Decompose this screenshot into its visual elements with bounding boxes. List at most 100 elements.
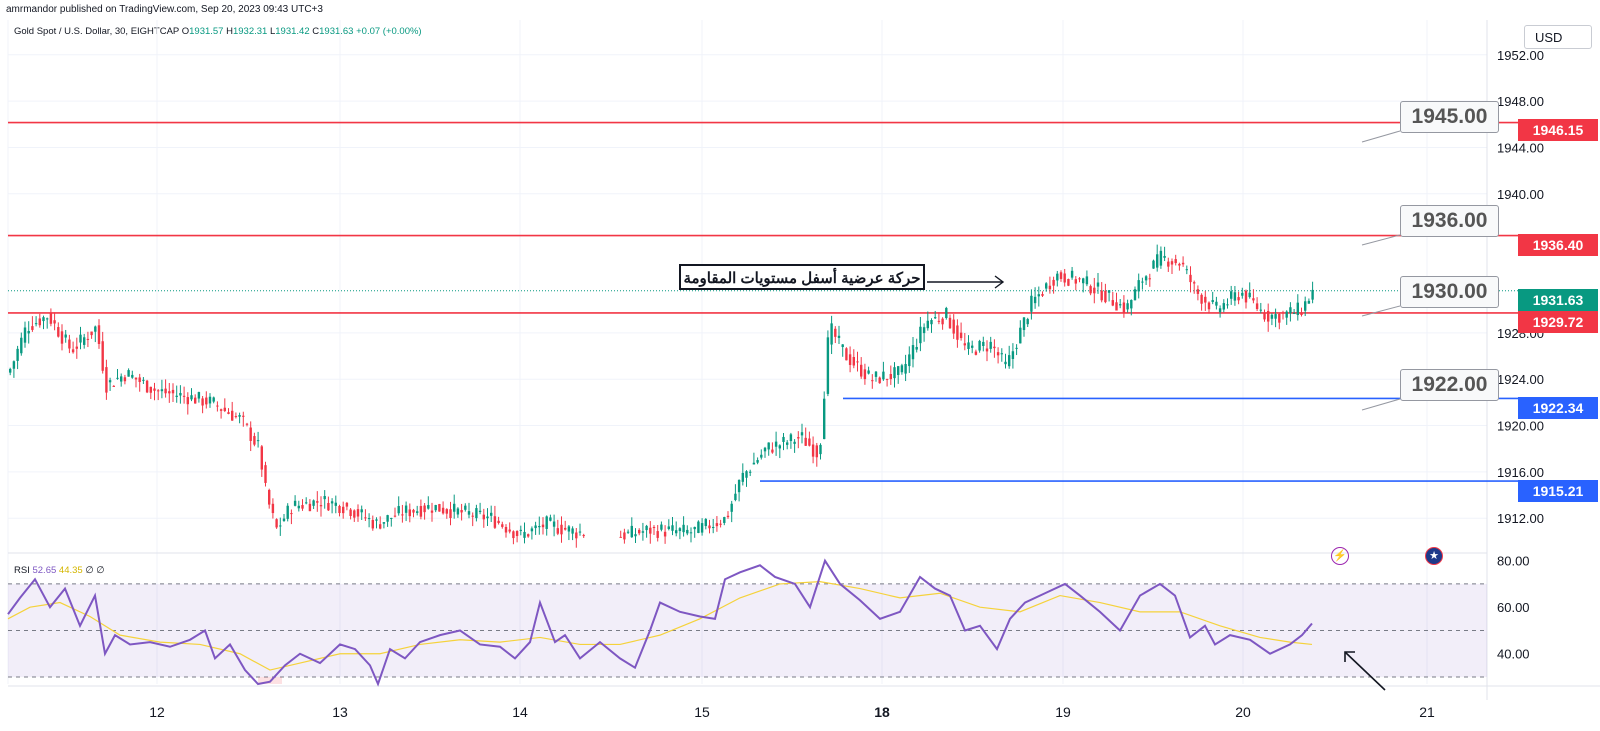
close-label: C bbox=[312, 26, 320, 37]
candle-body bbox=[286, 505, 289, 519]
open-value: 1931.57 bbox=[189, 26, 224, 37]
candle-body bbox=[667, 526, 670, 529]
candle-body bbox=[800, 432, 804, 436]
candle-body bbox=[1133, 289, 1137, 301]
x-tick-label: 18 bbox=[874, 704, 890, 720]
price-note[interactable]: 1922.00 bbox=[1400, 369, 1499, 401]
candle-body bbox=[168, 391, 171, 394]
rsi-tick-label: 80.00 bbox=[1497, 554, 1530, 569]
candle-body bbox=[549, 517, 552, 521]
candle-body bbox=[164, 388, 167, 394]
candle-body bbox=[501, 524, 504, 527]
rsi-arrow bbox=[1344, 651, 1386, 691]
candle-body bbox=[1196, 289, 1200, 294]
candle-body bbox=[190, 395, 193, 400]
candle-body bbox=[793, 441, 796, 444]
candle-body bbox=[256, 440, 260, 442]
candle-body bbox=[53, 320, 56, 324]
candle-body bbox=[919, 326, 922, 344]
candle-body bbox=[897, 366, 900, 375]
candle-body bbox=[1104, 290, 1107, 303]
candle-body bbox=[478, 510, 482, 513]
rsi-tick-label: 60.00 bbox=[1497, 600, 1530, 615]
candle-body bbox=[393, 515, 397, 517]
candle-body bbox=[948, 317, 952, 329]
candle-body bbox=[293, 500, 297, 506]
annotation-label[interactable]: حركة عرضية أسفل مستويات المقاومة bbox=[679, 264, 925, 290]
candle-body bbox=[360, 509, 363, 513]
candle-body bbox=[626, 531, 630, 533]
candle-body bbox=[652, 527, 656, 529]
currency-button[interactable]: USD bbox=[1524, 25, 1592, 49]
lightning-icon[interactable]: ⚡ bbox=[1331, 547, 1349, 565]
candle-body bbox=[1167, 261, 1170, 267]
candle-body bbox=[460, 510, 463, 513]
candle-body bbox=[434, 505, 437, 511]
candle-body bbox=[127, 370, 130, 377]
x-tick-label: 13 bbox=[332, 704, 348, 720]
candle-body bbox=[116, 377, 119, 379]
y-tick-label: 1920.00 bbox=[1497, 419, 1544, 434]
candle-body bbox=[1159, 250, 1163, 266]
candle-body bbox=[227, 412, 230, 414]
y-tick-label: 1952.00 bbox=[1497, 48, 1544, 63]
candle-body bbox=[715, 523, 719, 527]
candle-body bbox=[686, 529, 689, 534]
candle-body bbox=[515, 531, 519, 537]
candle-body bbox=[1218, 308, 1222, 313]
candle-body bbox=[826, 337, 830, 394]
candle-body bbox=[186, 397, 189, 405]
candle-body bbox=[808, 438, 811, 446]
rsi-extra: ∅ ∅ bbox=[85, 565, 105, 576]
candle-body bbox=[83, 337, 86, 345]
us-flag-icon[interactable]: ★ bbox=[1425, 547, 1443, 565]
candle-body bbox=[882, 371, 885, 380]
candle-body bbox=[1311, 289, 1314, 300]
candle-body bbox=[541, 524, 545, 528]
candle-body bbox=[519, 529, 522, 531]
candle-body bbox=[319, 505, 323, 507]
candle-body bbox=[527, 534, 530, 537]
candle-body bbox=[356, 509, 360, 517]
candle-body bbox=[1019, 327, 1022, 344]
candle-body bbox=[1170, 261, 1174, 265]
candle-body bbox=[282, 518, 286, 521]
candle-body bbox=[1292, 313, 1296, 315]
price-note[interactable]: 1945.00 bbox=[1400, 101, 1499, 133]
candle-body bbox=[20, 337, 23, 354]
candle-body bbox=[663, 531, 667, 537]
candle-body bbox=[1022, 317, 1026, 331]
candle-body bbox=[771, 449, 774, 453]
candle-body bbox=[941, 318, 944, 325]
candle-body bbox=[1004, 361, 1007, 365]
candle-body bbox=[1089, 286, 1092, 294]
candle-body bbox=[367, 518, 371, 520]
candle-body bbox=[623, 532, 626, 540]
candle-body bbox=[730, 503, 733, 512]
candle-body bbox=[1222, 303, 1225, 310]
high-value: 1932.31 bbox=[232, 26, 268, 37]
x-tick-label: 20 bbox=[1235, 704, 1251, 720]
candle-body bbox=[249, 427, 252, 441]
candle-body bbox=[1281, 312, 1285, 314]
candle-body bbox=[242, 415, 245, 417]
price-note[interactable]: 1930.00 bbox=[1400, 276, 1499, 308]
candle-body bbox=[956, 325, 959, 340]
candle-body bbox=[120, 376, 123, 382]
candle-body bbox=[1156, 254, 1159, 268]
candle-body bbox=[638, 529, 641, 534]
candle-body bbox=[749, 471, 752, 473]
price-note[interactable]: 1936.00 bbox=[1400, 205, 1499, 237]
candle-body bbox=[57, 327, 60, 337]
candle-body bbox=[216, 405, 219, 407]
rsi-label: RSI bbox=[14, 565, 30, 576]
candle-body bbox=[419, 506, 423, 517]
candle-body bbox=[1033, 296, 1037, 304]
candle-body bbox=[856, 361, 859, 363]
open-label: O bbox=[181, 26, 190, 37]
candle-body bbox=[171, 389, 175, 394]
candle-body bbox=[789, 434, 793, 442]
candle-body bbox=[786, 442, 789, 445]
candle-body bbox=[1063, 273, 1066, 283]
